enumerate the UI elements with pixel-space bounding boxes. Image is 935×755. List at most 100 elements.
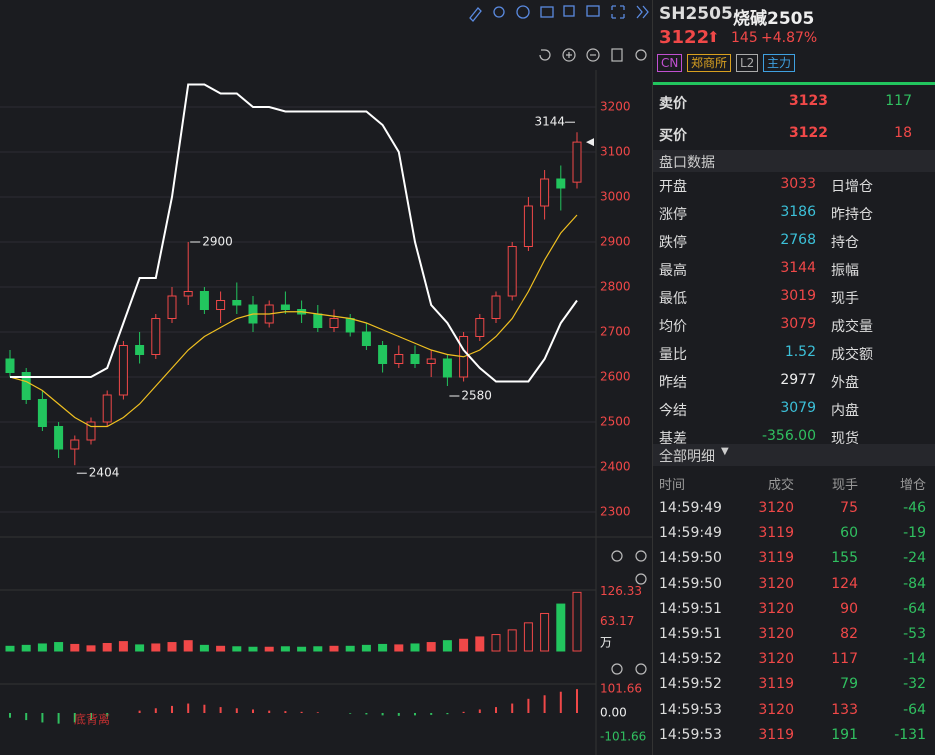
candle-body xyxy=(5,358,15,373)
trade-vol: 133 xyxy=(831,701,858,718)
trade-time: 14:59:51 xyxy=(659,626,722,642)
column-header: 现手 xyxy=(831,478,858,493)
candle-body xyxy=(329,318,339,328)
trade-price: 3120 xyxy=(758,651,794,668)
volume-bar xyxy=(102,642,112,652)
tag: 主力 xyxy=(763,54,796,72)
y-tick-label: 3000 xyxy=(600,190,631,204)
column-header: 增仓 xyxy=(899,478,926,493)
stat-label: 今结 xyxy=(659,403,687,419)
book-qty: 117 xyxy=(885,93,912,109)
macd-note: 底背离 xyxy=(74,712,110,727)
volume-bar xyxy=(523,622,533,652)
trade-vol: 60 xyxy=(840,525,858,542)
y-tick-label: 2800 xyxy=(600,280,631,294)
volume-bar xyxy=(54,642,64,652)
tag: CN xyxy=(657,54,683,72)
stat-label: 最低 xyxy=(659,291,687,307)
trade-oi: -84 xyxy=(903,575,926,592)
book-price: 3122 xyxy=(789,125,828,141)
volume-bar xyxy=(248,646,258,652)
y-tick-label: 2700 xyxy=(600,325,631,339)
chart-tools[interactable] xyxy=(539,48,647,675)
volume-bar xyxy=(426,642,436,652)
name: 烧碱2505 xyxy=(733,9,815,29)
volume-bar xyxy=(410,643,420,652)
candle-body xyxy=(378,345,388,364)
stat-value: 3019 xyxy=(780,288,816,304)
volume-bar xyxy=(167,642,177,652)
volume-bar xyxy=(118,641,128,652)
volume-bar xyxy=(378,643,388,652)
volume-bar xyxy=(313,646,323,652)
trade-time: 14:59:49 xyxy=(659,525,722,542)
trade-vol: 90 xyxy=(840,600,858,617)
stat-label: 昨持仓 xyxy=(831,207,873,223)
toolbar[interactable] xyxy=(469,5,649,22)
trade-vol: 155 xyxy=(831,550,858,567)
trade-price: 3119 xyxy=(758,525,794,542)
trade-oi: -19 xyxy=(903,525,926,542)
trade-vol: 124 xyxy=(831,575,858,592)
y-tick-label: 2400 xyxy=(600,460,631,474)
stat-label: 现货 xyxy=(831,431,859,447)
candle-body xyxy=(216,300,226,310)
volume-bar xyxy=(232,646,242,652)
macd-tick-label: 0.00 xyxy=(600,706,627,720)
volume-bar xyxy=(361,644,371,652)
volume-bar xyxy=(507,629,517,652)
column-header: 时间 xyxy=(659,478,686,493)
volume-bar xyxy=(151,643,161,652)
trade-oi: -32 xyxy=(903,676,926,693)
trade-oi: -64 xyxy=(903,701,926,718)
volume-bar xyxy=(264,646,274,652)
candle-body xyxy=(523,205,533,247)
stat-label: 外盘 xyxy=(831,375,859,391)
candle-body xyxy=(475,318,485,337)
trade-vol: 82 xyxy=(840,626,858,642)
volume-unit: 万 xyxy=(600,636,612,650)
stat-label: 成交额 xyxy=(831,347,873,363)
trade-price: 3120 xyxy=(758,600,794,617)
y-tick-label: 2300 xyxy=(600,505,631,519)
candle-body xyxy=(199,291,209,310)
volume-bar xyxy=(86,645,96,652)
candle-body xyxy=(232,300,242,306)
y-tick-label: 2500 xyxy=(600,415,631,429)
trade-price: 3119 xyxy=(758,676,794,693)
stat-label: 最高 xyxy=(659,263,687,279)
candle-body xyxy=(135,345,145,355)
macd-tick-label: 101.66 xyxy=(600,681,642,695)
trade-oi: -64 xyxy=(903,600,926,617)
trade-time: 14:59:52 xyxy=(659,676,722,693)
stat-value: 2977 xyxy=(780,372,816,388)
candle-body xyxy=(572,141,582,183)
candle-body xyxy=(280,304,290,310)
book-qty: 18 xyxy=(894,125,912,141)
volume-bar xyxy=(345,645,355,652)
candle-body xyxy=(426,358,436,364)
candle-body xyxy=(507,246,517,297)
candle-body xyxy=(54,426,64,450)
stat-value: 1.52 xyxy=(784,344,816,360)
candle-body xyxy=(313,313,323,328)
stat-label: 跌停 xyxy=(659,235,687,251)
trade-price: 3119 xyxy=(758,726,794,743)
indicator-line xyxy=(10,83,578,383)
volume-bar xyxy=(199,644,209,652)
candle-body xyxy=(361,331,371,346)
trade-oi: -53 xyxy=(903,626,926,642)
stat-label: 均价 xyxy=(659,319,687,335)
chart: 3200 3100 3000 2900 2800 2700 2600 2500 2400 2300… xyxy=(0,5,652,755)
stat-value: 3144 xyxy=(780,260,816,276)
candle-body xyxy=(37,399,47,427)
stat-label: 成交量 xyxy=(831,319,873,335)
quote-panel: SH2505 烧碱2505 3122 ⬆ 145 +4.87% CN 郑商所 L2 主力 卖价 312… xyxy=(652,0,935,755)
book-price: 3123 xyxy=(789,93,828,109)
section-title: 盘口数据 xyxy=(659,155,715,171)
indicator-line xyxy=(9,214,578,428)
volume-bar xyxy=(394,644,404,652)
stat-label: 振幅 xyxy=(831,263,859,279)
trade-time: 14:59:53 xyxy=(659,726,722,743)
candle-body xyxy=(86,421,96,441)
